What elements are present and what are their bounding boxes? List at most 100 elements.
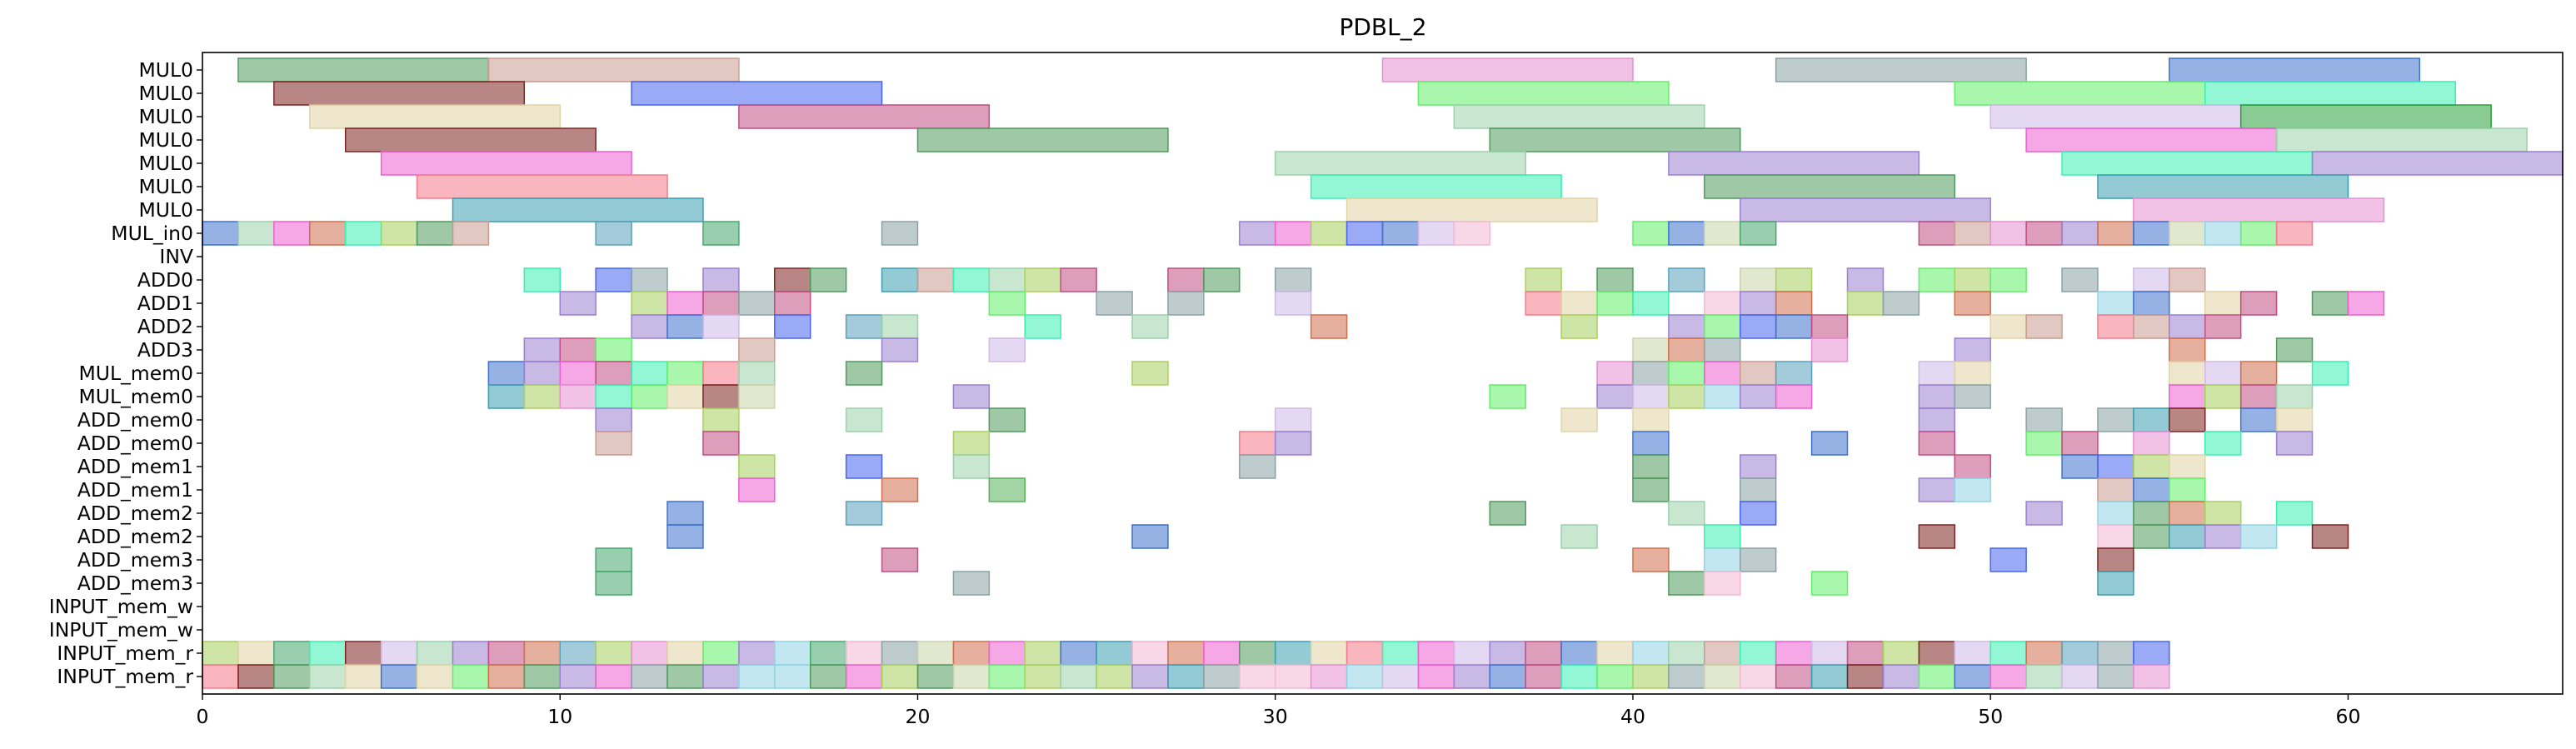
bar-267 xyxy=(595,547,632,572)
bar-264 xyxy=(2204,524,2242,549)
bar-80 xyxy=(1274,267,1312,292)
bar-131 xyxy=(1739,314,1777,339)
bar-160 xyxy=(738,361,776,386)
bar-125 xyxy=(1024,314,1061,339)
bar-30 xyxy=(1345,197,1598,222)
bar-172 xyxy=(2204,361,2242,386)
bar-235 xyxy=(738,477,776,502)
bar-193 xyxy=(2169,384,2206,409)
bar-190 xyxy=(1775,384,1813,409)
bar-358 xyxy=(1024,664,1061,689)
bar-81 xyxy=(1525,267,1562,292)
bar-169 xyxy=(1918,361,1956,386)
y-tick-label: MUL0 xyxy=(138,82,193,105)
bar-47 xyxy=(1345,221,1384,246)
bar-340 xyxy=(380,664,418,689)
bar-272 xyxy=(1989,547,2027,572)
y-tick-label: MUL_mem0 xyxy=(78,362,193,385)
bar-177 xyxy=(559,384,597,409)
bar-135 xyxy=(2025,314,2063,339)
bar-233 xyxy=(2133,454,2170,479)
bar-283 xyxy=(309,641,347,666)
bar-76 xyxy=(1024,267,1061,292)
bar-200 xyxy=(988,407,1026,432)
bar-89 xyxy=(1989,267,2027,292)
bar-118 xyxy=(2347,291,2385,316)
bar-338 xyxy=(309,664,347,689)
bar-98 xyxy=(774,291,811,316)
bar-374 xyxy=(1596,664,1634,689)
bar-215 xyxy=(1274,431,1312,456)
y-tick-label: ADD_mem3 xyxy=(77,548,193,572)
bar-302 xyxy=(988,641,1026,666)
bar-116 xyxy=(2239,291,2278,316)
bar-354 xyxy=(881,664,919,689)
bar-342 xyxy=(452,664,490,689)
plot-frame xyxy=(202,52,2564,695)
bar-188 xyxy=(1704,384,1741,409)
bar-240 xyxy=(1918,477,1956,502)
bar-273 xyxy=(2097,547,2134,572)
y-tick-label: MUL0 xyxy=(138,128,193,152)
bar-268 xyxy=(881,547,919,572)
bar-253 xyxy=(2169,501,2206,526)
bar-307 xyxy=(1167,641,1205,666)
bar-225 xyxy=(845,454,883,479)
bar-58 xyxy=(2025,221,2063,246)
bar-246 xyxy=(845,501,883,526)
bar-25 xyxy=(416,174,668,199)
y-tick-label: ADD_mem1 xyxy=(77,478,193,502)
bar-197 xyxy=(595,407,632,432)
bar-371 xyxy=(1489,664,1526,689)
bar-63 xyxy=(2204,221,2242,246)
bar-248 xyxy=(1668,501,1705,526)
bar-88 xyxy=(1954,267,1991,292)
bar-219 xyxy=(2025,431,2063,456)
bar-243 xyxy=(2133,477,2170,502)
bar-67 xyxy=(595,267,632,292)
bar-366 xyxy=(1310,664,1348,689)
bar-115 xyxy=(2204,291,2242,316)
bar-156 xyxy=(595,361,632,386)
bar-28 xyxy=(2097,174,2349,199)
bar-150 xyxy=(1954,337,1991,362)
bar-39 xyxy=(416,221,454,246)
bar-314 xyxy=(1417,641,1455,666)
y-tick-label: INV xyxy=(159,245,193,268)
bar-263 xyxy=(2169,524,2206,549)
bar-387 xyxy=(2061,664,2099,689)
bar-24 xyxy=(2311,151,2564,176)
bar-287 xyxy=(452,641,490,666)
bar-218 xyxy=(1918,431,1956,456)
bar-214 xyxy=(1239,431,1276,456)
bar-241 xyxy=(1954,477,1991,502)
bar-3 xyxy=(1775,57,2027,82)
bar-265 xyxy=(2239,524,2278,549)
bar-142 xyxy=(595,337,632,362)
bar-247 xyxy=(1489,501,1526,526)
bar-111 xyxy=(1882,291,1920,316)
bar-54 xyxy=(1739,221,1777,246)
bar-44 xyxy=(1239,221,1276,246)
bar-40 xyxy=(452,221,490,246)
x-tick-label: 0 xyxy=(197,705,209,728)
bar-281 xyxy=(237,641,275,666)
bar-10 xyxy=(309,104,561,129)
bar-252 xyxy=(2133,501,2170,526)
x-axis: 0 10 20 30 40 50 60 xyxy=(197,694,2361,728)
x-tick-label: 60 xyxy=(2336,705,2361,728)
bar-138 xyxy=(2169,314,2206,339)
y-tick-label: ADD3 xyxy=(137,338,193,362)
bar-343 xyxy=(487,664,526,689)
bar-66 xyxy=(523,267,561,292)
bar-153 xyxy=(487,361,526,386)
bar-318 xyxy=(1560,641,1598,666)
bar-55 xyxy=(1918,221,1956,246)
bar-162 xyxy=(1131,361,1169,386)
bar-181 xyxy=(702,384,740,409)
bar-1 xyxy=(487,57,740,82)
bar-43 xyxy=(881,221,919,246)
bar-262 xyxy=(2133,524,2170,549)
bar-333 xyxy=(2097,641,2134,666)
bar-22 xyxy=(1668,151,1920,176)
